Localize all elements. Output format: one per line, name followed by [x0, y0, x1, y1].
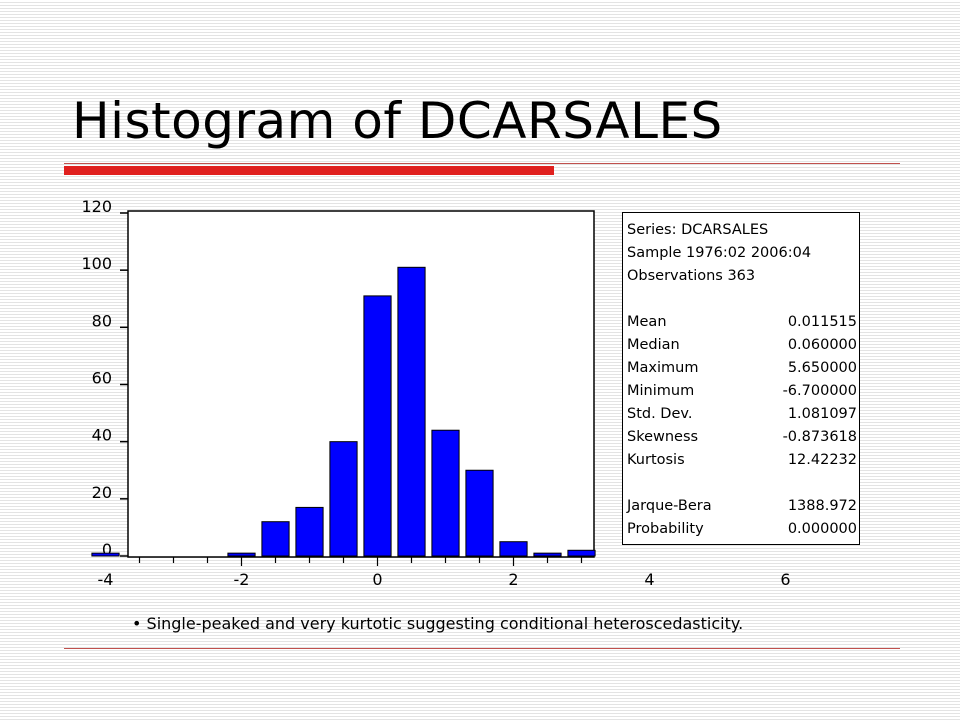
stats-label: Minimum — [627, 383, 695, 399]
stats-value: -6.700000 — [782, 383, 857, 399]
stats-series: Series: DCARSALES — [627, 222, 769, 238]
stats-value: -0.873618 — [782, 429, 857, 445]
x-tick-label: 6 — [780, 570, 790, 589]
stats-value: 0.060000 — [787, 337, 857, 353]
stats-value: 0.000000 — [787, 521, 857, 537]
stats-row-probability: Probability 0.000000 — [627, 518, 859, 541]
y-tick-label: 80 — [92, 311, 112, 330]
title-thin-rule — [64, 163, 900, 164]
stats-value: 1388.972 — [787, 498, 857, 514]
stats-row-std-dev: Std. Dev. 1.081097 — [627, 403, 859, 426]
x-tick-label: 0 — [372, 570, 382, 589]
stats-value: 12.42232 — [787, 452, 857, 468]
histogram-bars — [91, 266, 596, 557]
stats-row-skewness: Skewness -0.873618 — [627, 426, 859, 449]
y-tick-label: 20 — [92, 483, 112, 502]
y-axis: 0 20 40 60 80 100 120 — [81, 197, 128, 559]
y-tick-label: 40 — [92, 426, 112, 445]
stats-row-minimum: Minimum -6.700000 — [627, 380, 859, 403]
stats-label: Probability — [627, 521, 704, 537]
stats-row-median: Median 0.060000 — [627, 334, 859, 357]
stats-label: Std. Dev. — [627, 406, 693, 422]
bullet-marker: • — [132, 614, 142, 633]
stats-label: Median — [627, 337, 680, 353]
histogram-bar — [397, 266, 426, 557]
bullet-point: • Single-peaked and very kurtotic sugges… — [132, 614, 743, 633]
histogram-bar — [329, 441, 358, 557]
stats-row-mean: Mean 0.011515 — [627, 311, 859, 334]
stats-row-maximum: Maximum 5.650000 — [627, 357, 859, 380]
stats-row-kurtosis: Kurtosis 12.42232 — [627, 449, 859, 472]
stats-label: Mean — [627, 314, 667, 330]
stats-spacer — [627, 288, 859, 311]
y-tick-label: 60 — [92, 369, 112, 388]
footer-rule — [64, 648, 900, 649]
stats-value: 1.081097 — [787, 406, 857, 422]
stats-label: Maximum — [627, 360, 699, 376]
x-tick-label: -4 — [98, 570, 114, 589]
histogram-bar — [227, 552, 256, 557]
stats-value: 5.650000 — [787, 360, 857, 376]
histogram-bar — [363, 295, 392, 557]
stats-label: Skewness — [627, 429, 699, 445]
x-tick-label: 2 — [508, 570, 518, 589]
stats-row-jarque-bera: Jarque-Bera 1388.972 — [627, 495, 859, 518]
x-tick-label: 4 — [644, 570, 654, 589]
slide-title: Histogram of DCARSALES — [72, 92, 723, 150]
histogram-bar — [261, 521, 290, 557]
y-tick-label: 100 — [81, 254, 112, 273]
histogram-bar — [91, 552, 120, 557]
y-tick-label: 0 — [102, 540, 112, 559]
histogram-bar — [295, 506, 324, 557]
y-tick-label: 120 — [81, 197, 112, 216]
stats-value: 0.011515 — [787, 314, 857, 330]
stats-observations: Observations 363 — [627, 268, 756, 284]
statistics-box: Series: DCARSALES Sample 1976:02 2006:04… — [622, 212, 860, 545]
histogram-bar — [499, 541, 528, 557]
histogram-bar — [431, 429, 460, 557]
x-tick-label: -2 — [234, 570, 250, 589]
histogram-bar — [465, 469, 494, 557]
histogram-bar — [533, 552, 562, 557]
stats-label: Kurtosis — [627, 452, 685, 468]
stats-sample: Sample 1976:02 2006:04 — [627, 245, 812, 261]
histogram-bar — [567, 549, 596, 557]
stats-label: Jarque-Bera — [627, 498, 712, 514]
title-accent-bar — [64, 166, 554, 175]
stats-spacer — [627, 472, 859, 495]
plot-area-frame — [127, 210, 595, 558]
bullet-text: Single-peaked and very kurtotic suggesti… — [146, 614, 744, 633]
